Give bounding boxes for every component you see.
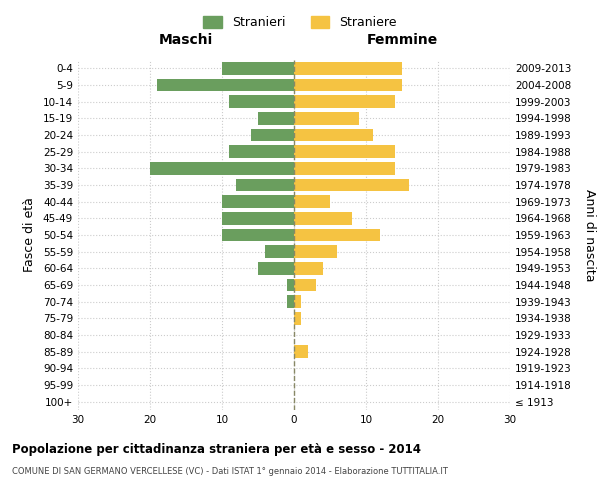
Text: Popolazione per cittadinanza straniera per età e sesso - 2014: Popolazione per cittadinanza straniera p… <box>12 442 421 456</box>
Bar <box>294 279 316 291</box>
Legend: Stranieri, Straniere: Stranieri, Straniere <box>198 11 402 34</box>
Bar <box>287 296 294 308</box>
Bar <box>157 79 294 92</box>
Bar <box>294 129 373 141</box>
Bar <box>222 212 294 224</box>
Bar <box>229 96 294 108</box>
Bar <box>236 179 294 192</box>
Bar <box>287 279 294 291</box>
Bar <box>294 212 352 224</box>
Y-axis label: Fasce di età: Fasce di età <box>23 198 36 272</box>
Bar <box>294 246 337 258</box>
Text: Femmine: Femmine <box>367 32 437 46</box>
Bar <box>294 146 395 158</box>
Bar <box>294 96 395 108</box>
Bar <box>222 196 294 208</box>
Bar <box>294 312 301 324</box>
Bar <box>258 112 294 124</box>
Bar <box>294 79 402 92</box>
Bar <box>265 246 294 258</box>
Bar <box>294 162 395 174</box>
Text: COMUNE DI SAN GERMANO VERCELLESE (VC) - Dati ISTAT 1° gennaio 2014 - Elaborazion: COMUNE DI SAN GERMANO VERCELLESE (VC) - … <box>12 468 448 476</box>
Bar <box>294 112 359 124</box>
Bar <box>251 129 294 141</box>
Bar <box>258 262 294 274</box>
Bar <box>294 229 380 241</box>
Bar <box>294 179 409 192</box>
Bar <box>294 296 301 308</box>
Bar <box>229 146 294 158</box>
Bar <box>222 229 294 241</box>
Bar <box>294 62 402 74</box>
Bar <box>294 196 330 208</box>
Bar <box>294 262 323 274</box>
Bar <box>294 346 308 358</box>
Bar <box>150 162 294 174</box>
Text: Maschi: Maschi <box>159 32 213 46</box>
Y-axis label: Anni di nascita: Anni di nascita <box>583 188 596 281</box>
Bar <box>222 62 294 74</box>
